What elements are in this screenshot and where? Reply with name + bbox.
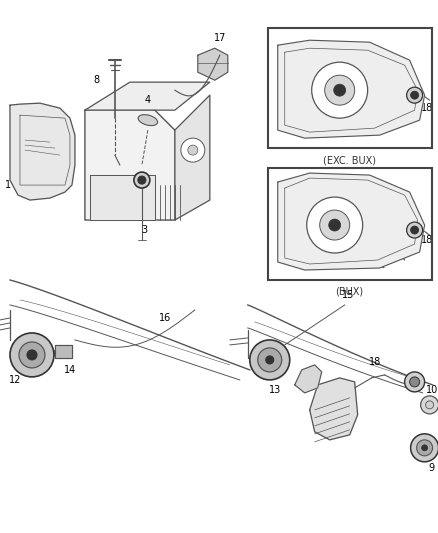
Polygon shape: [295, 365, 321, 393]
Circle shape: [188, 145, 198, 155]
Text: 18: 18: [420, 235, 433, 245]
Text: 3: 3: [142, 225, 148, 235]
Circle shape: [312, 62, 367, 118]
Circle shape: [258, 348, 282, 372]
Text: 18: 18: [368, 357, 381, 367]
Circle shape: [325, 75, 355, 105]
Bar: [268, 168, 431, 280]
Text: 4: 4: [145, 95, 151, 105]
Polygon shape: [310, 378, 358, 440]
Polygon shape: [278, 40, 424, 138]
Text: 14: 14: [64, 365, 76, 375]
Text: 17: 17: [214, 33, 226, 43]
Circle shape: [27, 350, 37, 360]
Circle shape: [426, 401, 434, 409]
Circle shape: [334, 84, 346, 96]
Circle shape: [320, 210, 350, 240]
Circle shape: [138, 176, 146, 184]
Polygon shape: [85, 82, 210, 110]
Text: 1: 1: [5, 180, 11, 190]
Ellipse shape: [138, 115, 158, 126]
Text: 15: 15: [342, 290, 354, 300]
Text: 9: 9: [428, 463, 434, 473]
Bar: [268, 28, 431, 148]
Circle shape: [307, 197, 363, 253]
Circle shape: [266, 356, 274, 364]
Circle shape: [10, 333, 54, 377]
Text: 10: 10: [425, 385, 438, 395]
Circle shape: [19, 342, 45, 368]
Text: 11: 11: [374, 260, 386, 270]
Text: 13: 13: [268, 385, 281, 395]
Circle shape: [410, 434, 438, 462]
Circle shape: [410, 91, 419, 99]
Polygon shape: [90, 175, 155, 220]
Circle shape: [420, 396, 438, 414]
Circle shape: [181, 138, 205, 162]
Polygon shape: [55, 345, 72, 358]
Polygon shape: [85, 110, 175, 220]
Circle shape: [250, 340, 290, 380]
Text: (BUX): (BUX): [336, 287, 364, 297]
Polygon shape: [278, 173, 424, 270]
Circle shape: [410, 226, 419, 234]
Circle shape: [422, 445, 427, 451]
Text: (EXC. BUX): (EXC. BUX): [323, 155, 376, 165]
Circle shape: [405, 372, 424, 392]
Polygon shape: [10, 103, 75, 200]
Circle shape: [406, 87, 423, 103]
Text: 8: 8: [93, 75, 99, 85]
Circle shape: [328, 219, 341, 231]
Circle shape: [134, 172, 150, 188]
Circle shape: [406, 222, 423, 238]
Circle shape: [410, 377, 420, 387]
Polygon shape: [175, 95, 210, 220]
Text: 12: 12: [9, 375, 21, 385]
Circle shape: [417, 440, 433, 456]
Text: 16: 16: [159, 313, 171, 323]
Text: 18: 18: [420, 103, 433, 113]
Polygon shape: [198, 48, 228, 80]
